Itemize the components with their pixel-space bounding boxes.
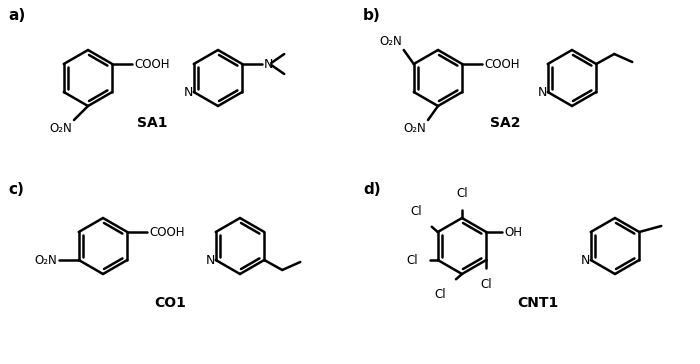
Text: O₂N: O₂N xyxy=(379,35,402,48)
Text: b): b) xyxy=(363,8,381,23)
Text: Cl: Cl xyxy=(456,187,468,200)
Text: Cl: Cl xyxy=(480,278,492,291)
Text: O₂N: O₂N xyxy=(403,122,426,135)
Text: COOH: COOH xyxy=(484,58,519,71)
Text: SA1: SA1 xyxy=(136,116,167,130)
Text: SA2: SA2 xyxy=(490,116,520,130)
Text: N: N xyxy=(538,86,547,99)
Text: N: N xyxy=(183,86,192,99)
Text: Cl: Cl xyxy=(406,253,418,266)
Text: COOH: COOH xyxy=(149,226,185,238)
Text: d): d) xyxy=(363,182,381,197)
Text: CNT1: CNT1 xyxy=(517,296,559,310)
Text: Cl: Cl xyxy=(435,288,446,301)
Text: N: N xyxy=(205,253,215,266)
Text: O₂N: O₂N xyxy=(34,253,57,266)
Text: O₂N: O₂N xyxy=(49,122,72,135)
Text: a): a) xyxy=(8,8,25,23)
Text: Cl: Cl xyxy=(410,205,422,218)
Text: c): c) xyxy=(8,182,24,197)
Text: COOH: COOH xyxy=(134,58,169,71)
Text: OH: OH xyxy=(504,226,522,238)
Text: N: N xyxy=(264,58,274,71)
Text: N: N xyxy=(580,253,590,266)
Text: CO1: CO1 xyxy=(154,296,186,310)
